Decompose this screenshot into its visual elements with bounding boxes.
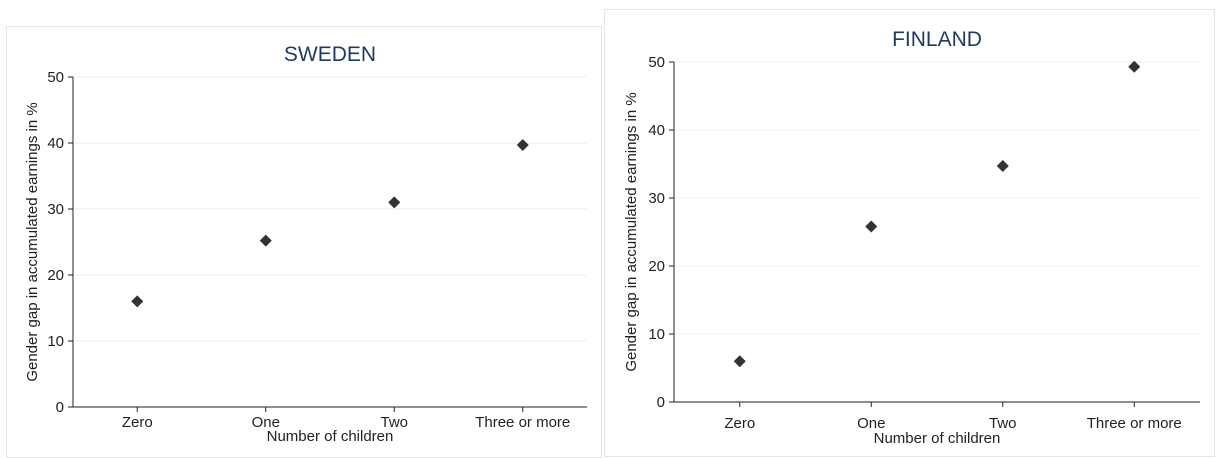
sweden-y-tick-label: 50 [47,69,64,86]
finland-x-tick-label: Three or more [1087,415,1182,432]
finland-data-point [996,160,1009,173]
finland-x-tick-label: Two [989,415,1017,432]
sweden-x-tick-label: Two [380,414,408,431]
sweden-x-axis-label: Number of children [267,428,394,445]
sweden-x-tick-label: Three or more [475,414,570,431]
sweden-y-tick-label: 40 [47,135,64,152]
sweden-chart: 0 10 20 30 40 50 Zero One Two Three or more SWEDEN… [24,43,587,445]
sweden-y-axis-label: Gender gap in accumulated earnings in % [24,102,41,381]
sweden-data-point [259,234,272,247]
finland-y-tick-label: 30 [648,190,665,207]
finland-data-point [865,220,878,233]
sweden-data-point [131,295,144,308]
finland-y-tick-label: 20 [648,258,665,275]
sweden-chart-panel: 0 10 20 30 40 50 Zero One Two Three or more SWEDEN… [6,26,602,458]
sweden-data-point [388,196,401,209]
finland-chart: 0 10 20 30 40 50 Zero One Two Three or more FINLAN… [623,28,1200,447]
finland-y-axis-label: Gender gap in accumulated earnings in % [623,92,640,371]
finland-y-tick-label: 40 [648,122,665,139]
sweden-y-tick-label: 20 [47,267,64,284]
finland-x-axis-label: Number of children [874,430,1001,447]
finland-y-tick-label: 50 [648,54,665,71]
finland-data-point [733,355,746,368]
finland-chart-panel: 0 10 20 30 40 50 Zero One Two Three or more FINLAN… [604,9,1215,457]
finland-x-tick-label: One [857,415,885,432]
sweden-x-tick-label: Zero [122,414,153,431]
sweden-y-tick-label: 30 [47,201,64,218]
finland-y-tick-label: 10 [648,326,665,343]
sweden-chart-title: SWEDEN [284,43,376,66]
finland-y-tick-label: 0 [657,394,665,411]
finland-chart-title: FINLAND [892,28,982,51]
finland-data-point [1128,60,1141,73]
sweden-data-point [516,138,529,151]
finland-x-tick-label: Zero [724,415,755,432]
sweden-y-tick-label: 10 [47,333,64,350]
sweden-y-tick-label: 0 [56,399,64,416]
sweden-x-tick-label: One [252,414,280,431]
